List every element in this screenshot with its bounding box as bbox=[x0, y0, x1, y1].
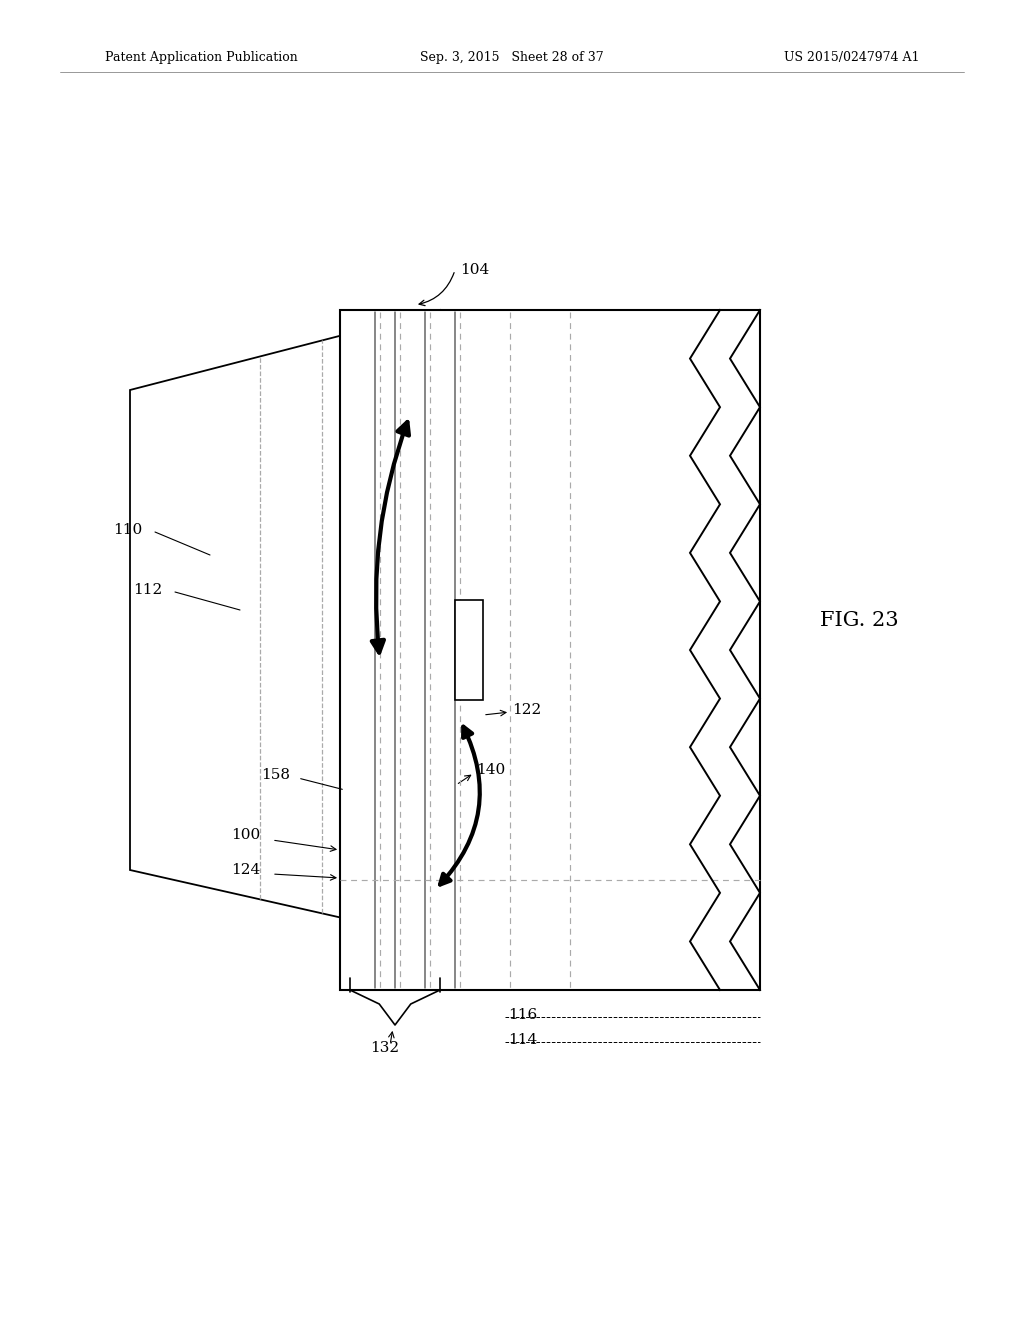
Polygon shape bbox=[130, 310, 440, 940]
Bar bbox=[340, 310, 760, 990]
Text: 110: 110 bbox=[113, 523, 142, 537]
FancyArrowPatch shape bbox=[372, 422, 409, 652]
Text: 124: 124 bbox=[230, 863, 260, 876]
Text: 100: 100 bbox=[230, 828, 260, 842]
Text: Sep. 3, 2015   Sheet 28 of 37: Sep. 3, 2015 Sheet 28 of 37 bbox=[420, 51, 604, 65]
Text: 140: 140 bbox=[476, 763, 505, 777]
Text: 114: 114 bbox=[508, 1034, 538, 1047]
Bar bbox=[455, 601, 483, 700]
Text: 116: 116 bbox=[508, 1008, 538, 1022]
Text: 104: 104 bbox=[460, 263, 489, 277]
Text: FIG. 23: FIG. 23 bbox=[820, 610, 899, 630]
Text: Patent Application Publication: Patent Application Publication bbox=[105, 51, 298, 65]
Text: 158: 158 bbox=[261, 768, 290, 781]
Text: 132: 132 bbox=[371, 1041, 399, 1055]
Text: 112: 112 bbox=[133, 583, 162, 597]
Text: US 2015/0247974 A1: US 2015/0247974 A1 bbox=[784, 51, 920, 65]
FancyArrowPatch shape bbox=[440, 727, 480, 884]
Text: 122: 122 bbox=[512, 704, 542, 717]
